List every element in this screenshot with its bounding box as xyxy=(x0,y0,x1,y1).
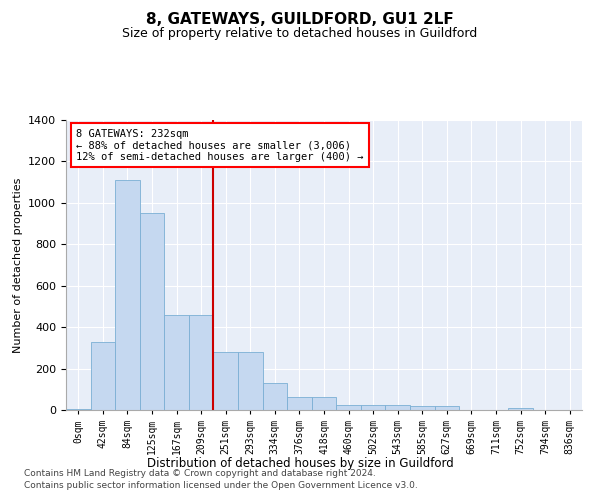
Text: 8, GATEWAYS, GUILDFORD, GU1 2LF: 8, GATEWAYS, GUILDFORD, GU1 2LF xyxy=(146,12,454,28)
Bar xyxy=(410,406,434,410)
Bar xyxy=(214,352,238,410)
Bar xyxy=(140,213,164,410)
Bar xyxy=(164,314,189,410)
Bar xyxy=(287,396,312,410)
Bar xyxy=(263,383,287,410)
Bar xyxy=(434,406,459,410)
Y-axis label: Number of detached properties: Number of detached properties xyxy=(13,178,23,352)
Text: Size of property relative to detached houses in Guildford: Size of property relative to detached ho… xyxy=(122,28,478,40)
Text: Distribution of detached houses by size in Guildford: Distribution of detached houses by size … xyxy=(146,458,454,470)
Text: Contains public sector information licensed under the Open Government Licence v3: Contains public sector information licen… xyxy=(24,481,418,490)
Bar xyxy=(189,314,214,410)
Bar xyxy=(312,396,336,410)
Bar xyxy=(115,180,140,410)
Bar xyxy=(361,405,385,410)
Bar xyxy=(66,409,91,410)
Bar xyxy=(508,408,533,410)
Bar xyxy=(238,352,263,410)
Bar xyxy=(385,405,410,410)
Text: Contains HM Land Registry data © Crown copyright and database right 2024.: Contains HM Land Registry data © Crown c… xyxy=(24,468,376,477)
Text: 8 GATEWAYS: 232sqm
← 88% of detached houses are smaller (3,006)
12% of semi-deta: 8 GATEWAYS: 232sqm ← 88% of detached hou… xyxy=(76,128,364,162)
Bar xyxy=(91,342,115,410)
Bar xyxy=(336,405,361,410)
